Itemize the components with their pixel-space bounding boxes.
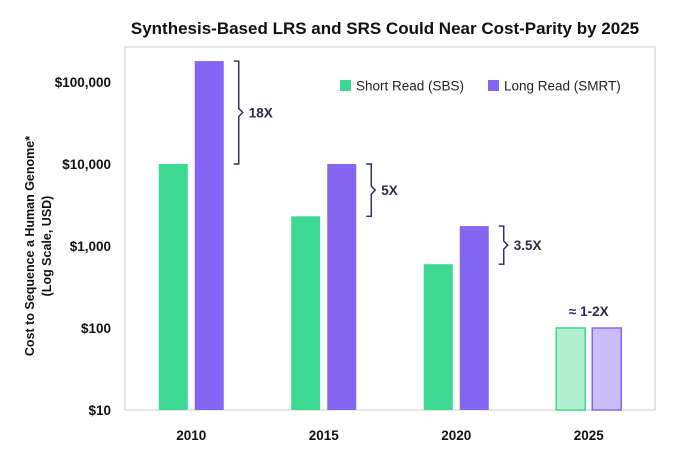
bar-long-read-2015 xyxy=(327,164,357,410)
y-tick-label: $10,000 xyxy=(62,157,111,172)
legend: Short Read (SBS) Long Read (SMRT) xyxy=(340,79,621,94)
y-axis-label-line1: Cost to Sequence a Human Genome* xyxy=(23,136,37,356)
ratio-bracket xyxy=(498,225,509,265)
plot-frame xyxy=(124,46,656,411)
y-axis-label-line2: (Log Scale, USD) xyxy=(40,196,54,297)
y-tick-label: $100,000 xyxy=(55,75,111,90)
chart-title: Synthesis-Based LRS and SRS Could Near C… xyxy=(131,19,639,38)
ratio-bracket xyxy=(233,60,244,165)
bar-short-read-2015 xyxy=(291,216,321,410)
bar-long-read-2010 xyxy=(194,61,224,410)
legend-label-long-read: Long Read (SMRT) xyxy=(504,79,621,94)
legend-swatch-long-read xyxy=(488,80,499,91)
ratio-annotation: ≈ 1-2X xyxy=(569,304,609,319)
bar-short-read-2020 xyxy=(423,264,453,410)
ratio-annotation: 5X xyxy=(381,183,398,198)
x-tick-label: 2015 xyxy=(309,428,340,443)
y-tick-label: $1,000 xyxy=(70,239,111,254)
plot-area: $10 $100 $1,000 $10,000 $100,000 2010 2015 2020… xyxy=(55,46,656,443)
legend-label-short-read: Short Read (SBS) xyxy=(356,79,464,94)
y-tick-label: $10 xyxy=(88,403,111,418)
x-tick-label: 2010 xyxy=(176,428,206,443)
bar-long-read-2020 xyxy=(459,226,489,410)
y-tick-label: $100 xyxy=(81,321,111,336)
ratio-annotation: 18X xyxy=(249,106,273,121)
bar-long-read-2025 xyxy=(591,327,622,411)
bar-short-read-2025 xyxy=(555,327,586,411)
ratio-annotation: 3.5X xyxy=(514,238,542,253)
y-axis-label: Cost to Sequence a Human Genome* (Log Sc… xyxy=(23,136,54,356)
ratio-bracket xyxy=(366,163,377,218)
bar-short-read-2010 xyxy=(158,164,188,410)
legend-swatch-short-read xyxy=(340,80,351,91)
x-tick-label: 2020 xyxy=(441,428,471,443)
x-tick-label: 2025 xyxy=(574,428,605,443)
